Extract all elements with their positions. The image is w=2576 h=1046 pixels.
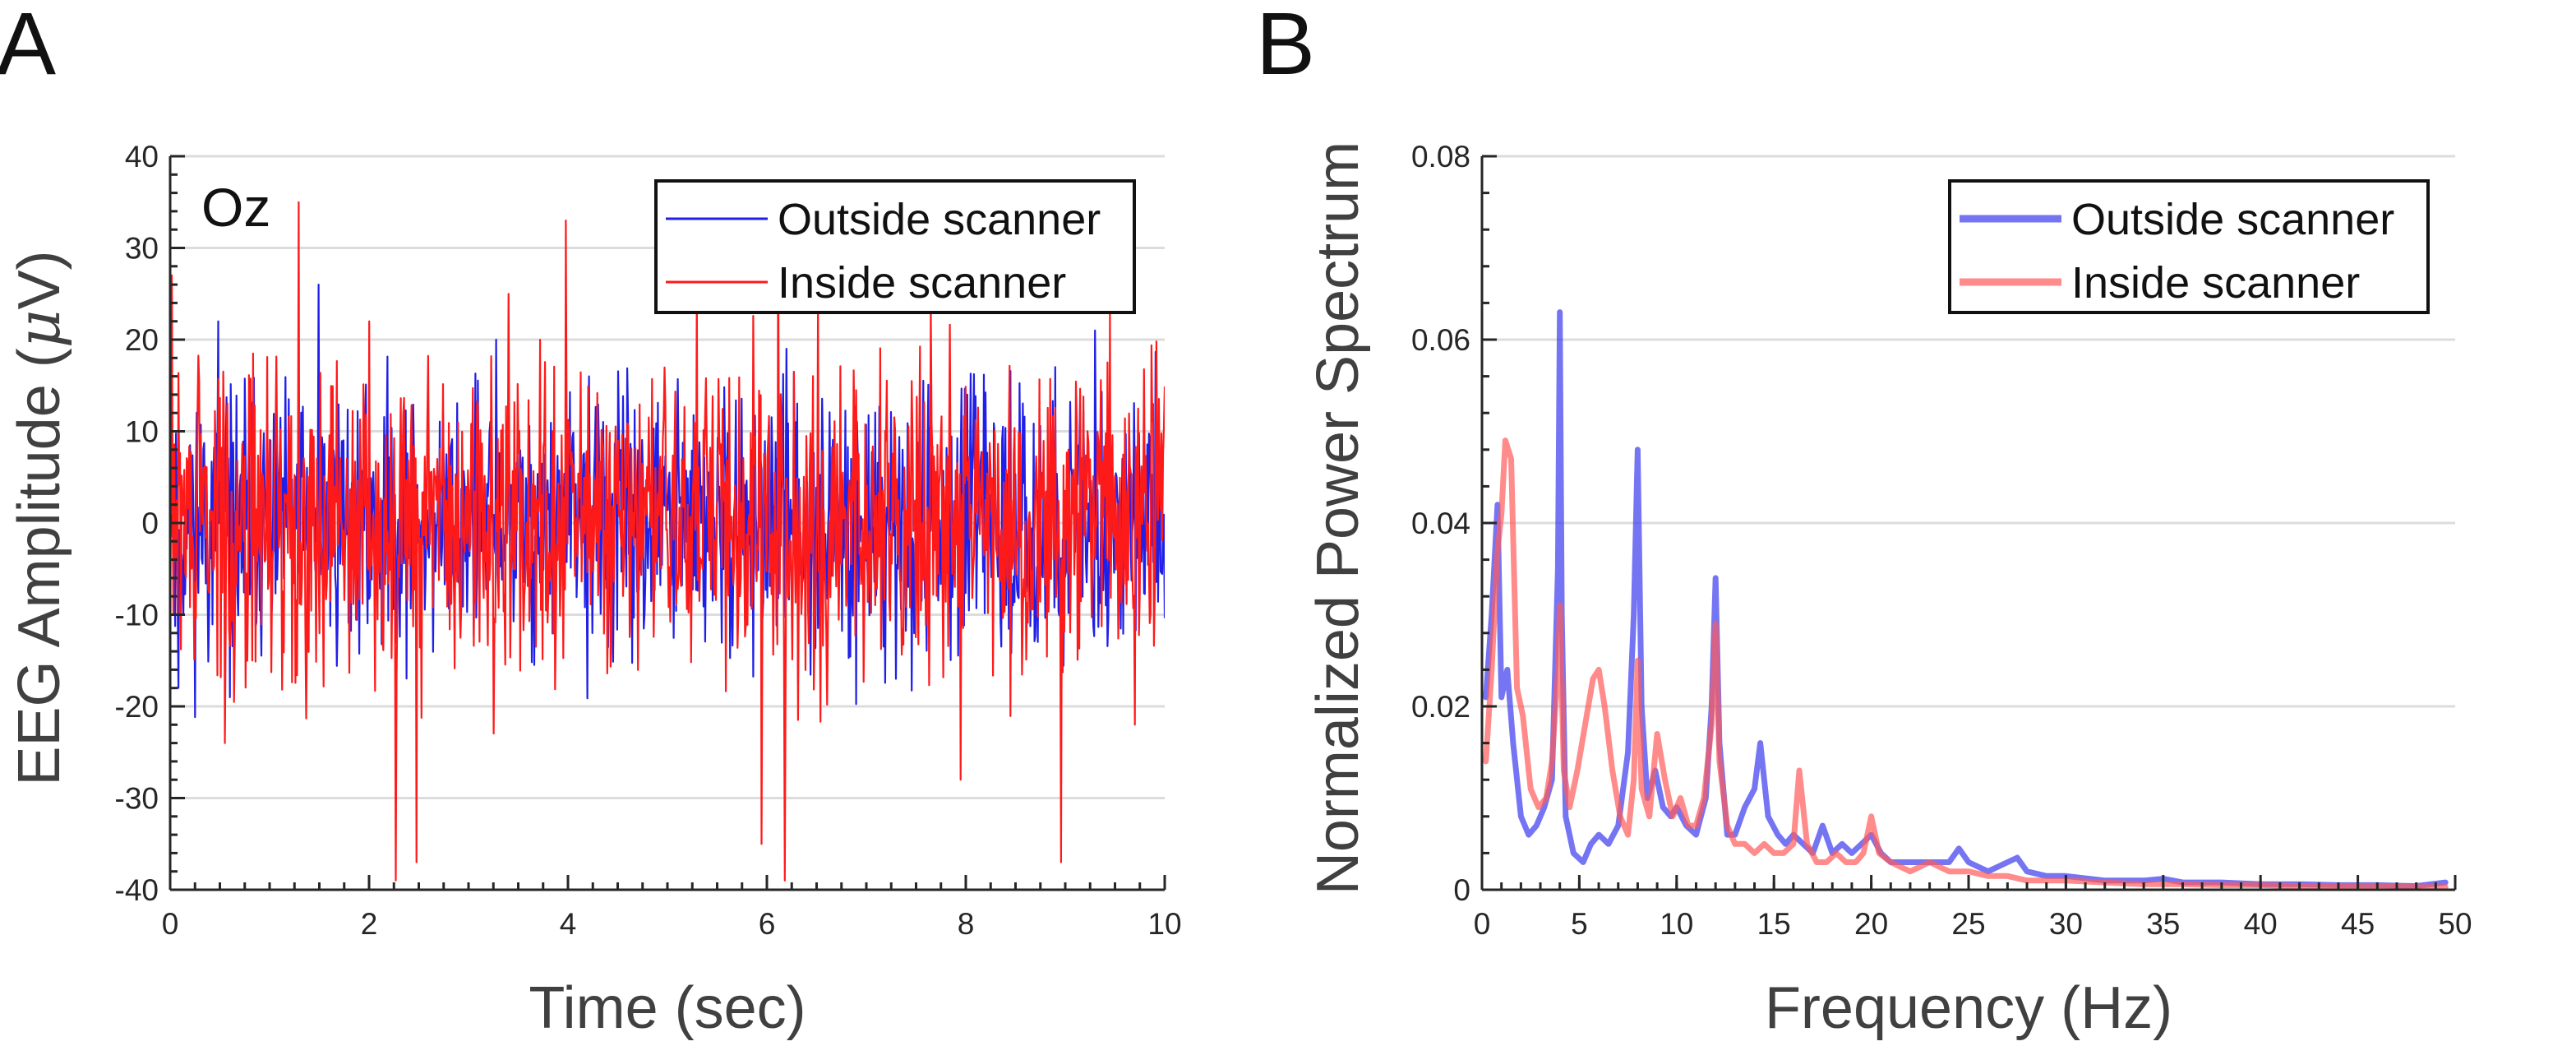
panel-a-y-tick-label: 10 [125, 415, 159, 449]
panel-a-legend-label-outside: Outside scanner [778, 195, 1101, 244]
panel-b-x-tick-label: 20 [1854, 907, 1888, 941]
panel-b-legend-box [1948, 179, 2430, 314]
panel-b-y-tick-label: 0 [1453, 873, 1470, 907]
panel-label-b: B [1256, 0, 1315, 93]
panel-a-legend: Outside scanner Inside scanner [654, 179, 1136, 314]
panel-a-y-axis-label-unit: V) [7, 250, 72, 309]
panel-b-x-tick-label: 35 [2146, 907, 2180, 941]
panel-b-y-tick-label: 0.08 [1411, 140, 1470, 174]
panel-b-x-tick-label: 0 [1474, 907, 1491, 941]
panel-b-ticks: 0 0.02 0.04 0.06 0.08 0 5 10 15 20 25 30 35 40 45 50 [1411, 140, 2472, 941]
panel-b-x-tick-label: 45 [2341, 907, 2375, 941]
panel-a-y-tick-label: -30 [115, 782, 159, 816]
panel-a-annotation: Oz [201, 177, 270, 238]
panel-b-x-tick-label: 10 [1660, 907, 1693, 941]
panel-b-x-axis-label: Frequency (Hz) [1765, 975, 2172, 1041]
panel-a-y-axis-label: EEG Amplitude (μV) [4, 250, 73, 785]
panel-b-series-line-outside [1483, 309, 2449, 889]
panel-a-y-tick-label: 30 [125, 232, 159, 266]
panel-b-x-tick-label: 25 [1951, 907, 1985, 941]
panel-b-series-line-inside [1483, 437, 2449, 891]
panel-b-x-tick-label: 15 [1757, 907, 1791, 941]
panel-b-y-tick-label: 0.02 [1411, 690, 1470, 724]
panel-b-legend-label-outside: Outside scanner [2071, 195, 2394, 244]
panel-a-y-axis-label-mu: μ [4, 309, 73, 348]
panel-a-series-line-inside [170, 201, 1165, 882]
panel-a-y-tick-label: -40 [115, 873, 159, 907]
panel-label-a: A [0, 0, 56, 93]
panel-b-legend: Outside scanner Inside scanner [1948, 179, 2430, 314]
panel-b-y-tick-label: 0.04 [1411, 507, 1470, 540]
panel-b-legend-label-inside: Inside scanner [2071, 258, 2360, 308]
panel-a-series [170, 201, 1165, 882]
panel-a-y-axis-label-main: EEG Amplitude ( [7, 348, 72, 785]
panel-b-x-tick-label: 40 [2244, 907, 2278, 941]
panel-a-legend-box [654, 179, 1136, 314]
panel-a-legend-label-inside: Inside scanner [778, 258, 1066, 308]
panel-a-x-tick-label: 2 [361, 907, 378, 941]
panel-a-y-tick-label: 20 [125, 323, 159, 357]
panel-a-x-tick-label: 10 [1147, 907, 1181, 941]
panel-b-series [1483, 309, 2449, 891]
panel-a-x-axis-label: Time (sec) [529, 975, 806, 1041]
panel-b-x-tick-label: 5 [1571, 907, 1588, 941]
panel-a-y-tick-label: 0 [141, 507, 159, 540]
panel-a-ticks: -40 -30 -20 -10 0 10 20 30 40 0 2 4 6 8 10 [115, 140, 1182, 941]
panel-a-x-tick-label: 4 [560, 907, 577, 941]
panel-b-x-tick-label: 50 [2438, 907, 2472, 941]
panel-a-x-tick-label: 0 [162, 907, 179, 941]
panel-b-y-tick-label: 0.06 [1411, 323, 1470, 357]
panel-a-y-tick-label: -10 [115, 599, 159, 632]
panel-a: -40 -30 -20 -10 0 10 20 30 40 0 2 4 6 8 10 Oz Time (se… [4, 140, 1182, 1041]
panel-b-y-axis-label: Normalized Power Spectrum [1305, 141, 1371, 895]
panel-b-x-tick-label: 30 [2049, 907, 2083, 941]
panel-a-x-tick-label: 6 [759, 907, 776, 941]
panel-a-x-tick-label: 8 [958, 907, 975, 941]
panel-a-y-tick-label: -20 [115, 690, 159, 724]
panel-a-y-tick-label: 40 [125, 140, 159, 174]
panel-b: 0 0.02 0.04 0.06 0.08 0 5 10 15 20 25 30 35 40 45 50 Fr… [1305, 140, 2472, 1041]
